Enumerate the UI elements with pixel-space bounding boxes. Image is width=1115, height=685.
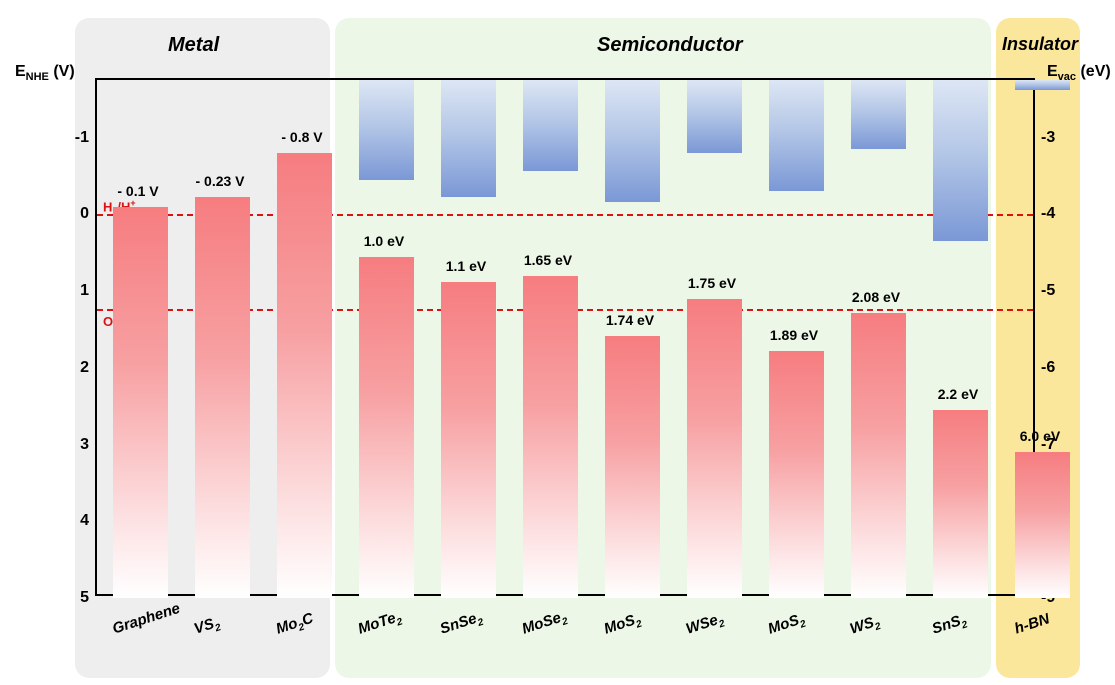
valence-bar [359,257,414,598]
valence-bar [769,351,824,598]
y-tick-right: -6 [1041,359,1055,377]
value-label: - 0.1 V [98,183,178,199]
conduction-bar [441,80,496,197]
conduction-bar [523,80,578,171]
y-tick-left: 0 [80,205,89,223]
y-tick-right: -5 [1041,282,1055,300]
plot-area: -1-30-41-52-63-74-85-9H2/H+O2/H2O [95,78,1035,596]
conduction-bar [933,80,988,241]
group-label-metal: Metal [168,34,219,57]
y-tick-left: 1 [80,282,89,300]
y-tick-left: 3 [80,436,89,454]
value-label: 1.89 eV [754,327,834,343]
conduction-bar [769,80,824,191]
value-label: 2.2 eV [918,386,998,402]
valence-bar [687,299,742,598]
value-label: - 0.8 V [262,129,342,145]
group-label-semiconductor: Semiconductor [597,34,743,57]
valence-bar [441,282,496,598]
conduction-bar [1015,80,1070,90]
value-label: 1.1 eV [426,258,506,274]
value-label: 6.0 eV [1000,428,1080,444]
y-tick-left: 5 [80,589,89,607]
y-tick-left: 2 [80,359,89,377]
valence-bar [933,410,988,598]
valence-bar [605,336,660,598]
conduction-bar [605,80,660,202]
valence-bar [195,197,250,598]
y-tick-left: -1 [75,129,89,147]
value-label: 1.65 eV [508,252,588,268]
y-axis-label-left: ENHE (V) [15,63,75,83]
valence-bar [523,276,578,598]
valence-bar [851,313,906,598]
conduction-bar [851,80,906,149]
valence-bar [1015,452,1070,598]
value-label: 2.08 eV [836,289,916,305]
conduction-bar [687,80,742,153]
y-tick-right: -3 [1041,129,1055,147]
valence-bar [277,153,332,598]
y-tick-left: 4 [80,512,89,530]
value-label: 1.74 eV [590,312,670,328]
value-label: - 0.23 V [180,173,260,189]
conduction-bar [359,80,414,180]
value-label: 1.0 eV [344,233,424,249]
y-tick-right: -4 [1041,205,1055,223]
valence-bar [113,207,168,598]
value-label: 1.75 eV [672,275,752,291]
group-label-insulator: Insulator [1002,34,1078,55]
